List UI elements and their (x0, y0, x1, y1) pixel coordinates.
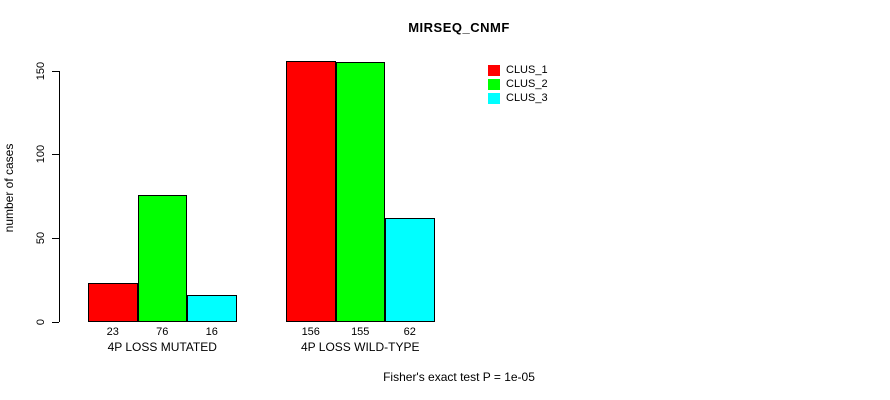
y-tick-mark (52, 70, 59, 72)
bar (187, 295, 237, 322)
y-tick-mark (52, 238, 59, 240)
legend-label: CLUS_3 (506, 91, 548, 104)
legend-swatch-clus_3 (488, 92, 500, 104)
annotation-text: Fisher's exact test P = 1e-05 (383, 370, 535, 384)
y-axis-label: number of cases (2, 143, 16, 233)
bar (385, 218, 435, 322)
legend-row: CLUS_3 (488, 91, 548, 105)
bar-value-label: 156 (301, 326, 320, 338)
y-tick-mark (52, 322, 59, 323)
bar (335, 62, 385, 322)
y-axis-line (59, 70, 60, 322)
bar-value-label: 76 (156, 326, 169, 338)
legend-row: CLUS_2 (488, 77, 548, 91)
legend-swatch-clus_2 (488, 78, 500, 90)
category-label: 4P LOSS MUTATED (107, 340, 217, 354)
y-tick-label: 50 (35, 232, 47, 245)
bar (88, 283, 138, 322)
bar-value-label: 23 (106, 326, 119, 338)
bar (137, 194, 187, 322)
y-tick-label: 100 (35, 145, 47, 164)
bar (286, 60, 336, 322)
y-tick-label: 150 (35, 61, 47, 80)
legend-swatch-clus_1 (488, 64, 500, 76)
legend-row: CLUS_1 (488, 63, 548, 77)
legend: CLUS_1 CLUS_2 CLUS_3 (488, 63, 548, 105)
chart-title: MIRSEQ_CNMF (408, 20, 510, 35)
y-tick-label: 0 (35, 318, 47, 326)
bar-value-label: 62 (403, 326, 416, 338)
bar-value-label: 16 (205, 326, 218, 338)
legend-label: CLUS_1 (506, 63, 548, 76)
bar-value-label: 155 (351, 326, 370, 338)
y-tick-mark (52, 154, 59, 156)
category-label: 4P LOSS WILD-TYPE (301, 340, 420, 354)
legend-label: CLUS_2 (506, 77, 548, 90)
